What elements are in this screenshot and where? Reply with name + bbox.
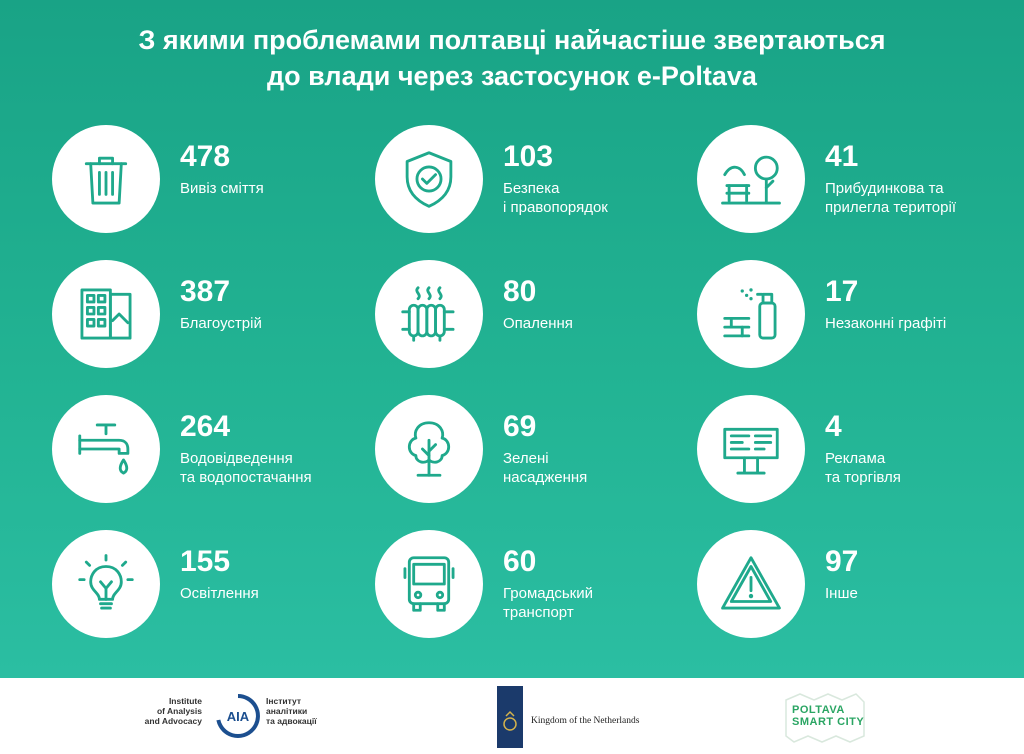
category-label: Зелені насадження: [503, 450, 588, 486]
radiator-icon: [401, 286, 455, 342]
category-item-territory: 41 Прибудинкова та прилегла території: [697, 125, 1017, 235]
page-title: З якими проблемами полтавці найчастіше з…: [0, 22, 1024, 94]
poltava-logo-icon: [785, 693, 865, 743]
category-icon-circle: [697, 395, 805, 503]
category-item-lighting: 155 Освітлення: [52, 530, 372, 640]
category-count: 387: [180, 275, 231, 308]
category-item-other: 97 Інше: [697, 530, 1017, 640]
category-count: 41: [825, 140, 859, 173]
iaa-logo-icon: AIA: [216, 694, 260, 738]
water-tap-icon: [78, 423, 130, 475]
category-icon-circle: [697, 260, 805, 368]
spray-can-icon: [723, 288, 777, 340]
category-label: Освітлення: [180, 585, 259, 602]
category-label: Громадський транспорт: [503, 585, 594, 621]
category-icon-circle: [697, 530, 805, 638]
warning-triangle-icon: [721, 556, 781, 610]
category-label: Реклама та торгівля: [825, 450, 901, 486]
category-label: Опалення: [503, 315, 573, 332]
category-count: 264: [180, 410, 231, 443]
tree-icon: [407, 421, 451, 477]
category-count: 60: [503, 545, 537, 578]
iaa-name-en: Institute of Analysis and Advocacy: [144, 696, 202, 726]
category-item-garbage: 478 Вивіз сміття: [52, 125, 372, 235]
category-label: Безпека і правопорядок: [503, 180, 608, 216]
title-line-1: З якими проблемами полтавці найчастіше з…: [138, 25, 886, 55]
bus-icon: [403, 556, 455, 612]
park-bench-icon: [721, 155, 781, 205]
light-bulb-icon: [78, 554, 134, 610]
category-count: 17: [825, 275, 859, 308]
category-item-security: 103 Безпека і правопорядок: [375, 125, 695, 235]
building-icon: [80, 288, 132, 340]
iaa-name-ua: Інститут аналітики та адвокації: [266, 696, 317, 726]
category-item-heating: 80 Опалення: [375, 260, 695, 370]
category-item-improvement: 387 Благоустрій: [52, 260, 372, 370]
category-count: 155: [180, 545, 231, 578]
netherlands-emblem-icon: [497, 686, 523, 748]
category-icon-circle: [52, 125, 160, 233]
category-label: Незаконні графіті: [825, 315, 947, 332]
svg-text:AIA: AIA: [227, 709, 250, 724]
poltava-smart-city-text: POLTAVA SMART CITY: [792, 704, 865, 728]
category-count: 103: [503, 140, 554, 173]
title-line-2: до влади через застосунок e-Poltava: [267, 61, 757, 91]
category-icon-circle: [375, 260, 483, 368]
trash-can-icon: [84, 156, 128, 205]
category-item-greenery: 69 Зелені насадження: [375, 395, 695, 505]
category-count: 69: [503, 410, 537, 443]
category-icon-circle: [375, 125, 483, 233]
category-item-water: 264 Водовідведення та водопостачання: [52, 395, 372, 505]
category-icon-circle: [375, 530, 483, 638]
category-icon-circle: [697, 125, 805, 233]
category-label: Водовідведення та водопостачання: [180, 450, 312, 486]
billboard-icon: [723, 427, 779, 475]
category-icon-circle: [52, 260, 160, 368]
category-label: Вивіз сміття: [180, 180, 264, 197]
category-count: 4: [825, 410, 842, 443]
category-icon-circle: [375, 395, 483, 503]
footer-logos: Institute of Analysis and Advocacy AIA Інс…: [0, 678, 1024, 754]
category-label: Інше: [825, 585, 858, 602]
category-item-advertising: 4 Реклама та торгівля: [697, 395, 1017, 505]
category-icon-circle: [52, 395, 160, 503]
infographic-panel: З якими проблемами полтавці найчастіше з…: [0, 0, 1024, 678]
category-label: Благоустрій: [180, 315, 262, 332]
category-item-transport: 60 Громадський транспорт: [375, 530, 695, 640]
category-icon-circle: [52, 530, 160, 638]
netherlands-label: Kingdom of the Netherlands: [531, 716, 640, 726]
category-count: 80: [503, 275, 537, 308]
poltava-smart-city-logo: POLTAVA SMART CITY: [780, 690, 870, 746]
category-label: Прибудинкова та прилегла території: [825, 180, 956, 216]
category-count: 478: [180, 140, 231, 173]
category-count: 97: [825, 545, 859, 578]
shield-check-icon: [405, 151, 453, 208]
category-item-graffiti: 17 Незаконні графіті: [697, 260, 1017, 370]
